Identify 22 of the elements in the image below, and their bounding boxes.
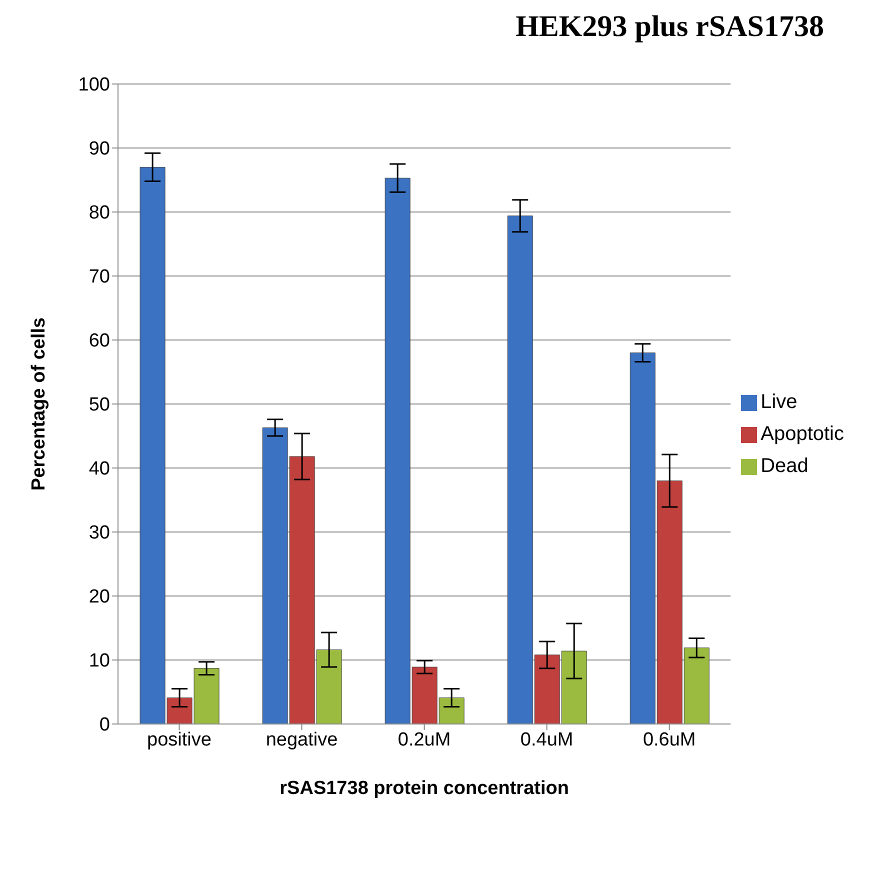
x-tick-label: 0.6uM [642,729,696,750]
y-tick-label: 20 [88,586,110,608]
y-tick-label: 60 [88,330,110,352]
y-tick-label: 90 [88,138,110,160]
x-axis-title: rSAS1738 protein concentration [280,778,569,799]
y-tick-label: 100 [78,74,110,96]
legend-label: Apoptotic [760,423,844,445]
chart-title: HEK293 plus rSAS1738 [514,10,825,44]
y-tick-label: 80 [88,202,110,224]
legend-label: Dead [760,455,808,477]
y-tick-label: 10 [88,650,110,672]
x-tick-label: positive [147,729,212,750]
y-axis-title: Percentage of cells [28,317,50,491]
y-tick-label: 40 [88,458,110,480]
y-tick-label: 70 [88,266,110,288]
y-tick-label: 50 [88,394,110,416]
y-tick-label: 0 [99,714,110,736]
x-tick-label: 0.4uM [520,729,574,750]
legend-label: Live [760,391,798,413]
x-tick-label: negative [266,729,338,750]
x-tick-label: 0.2uM [398,729,451,750]
y-tick-label: 30 [88,522,110,544]
